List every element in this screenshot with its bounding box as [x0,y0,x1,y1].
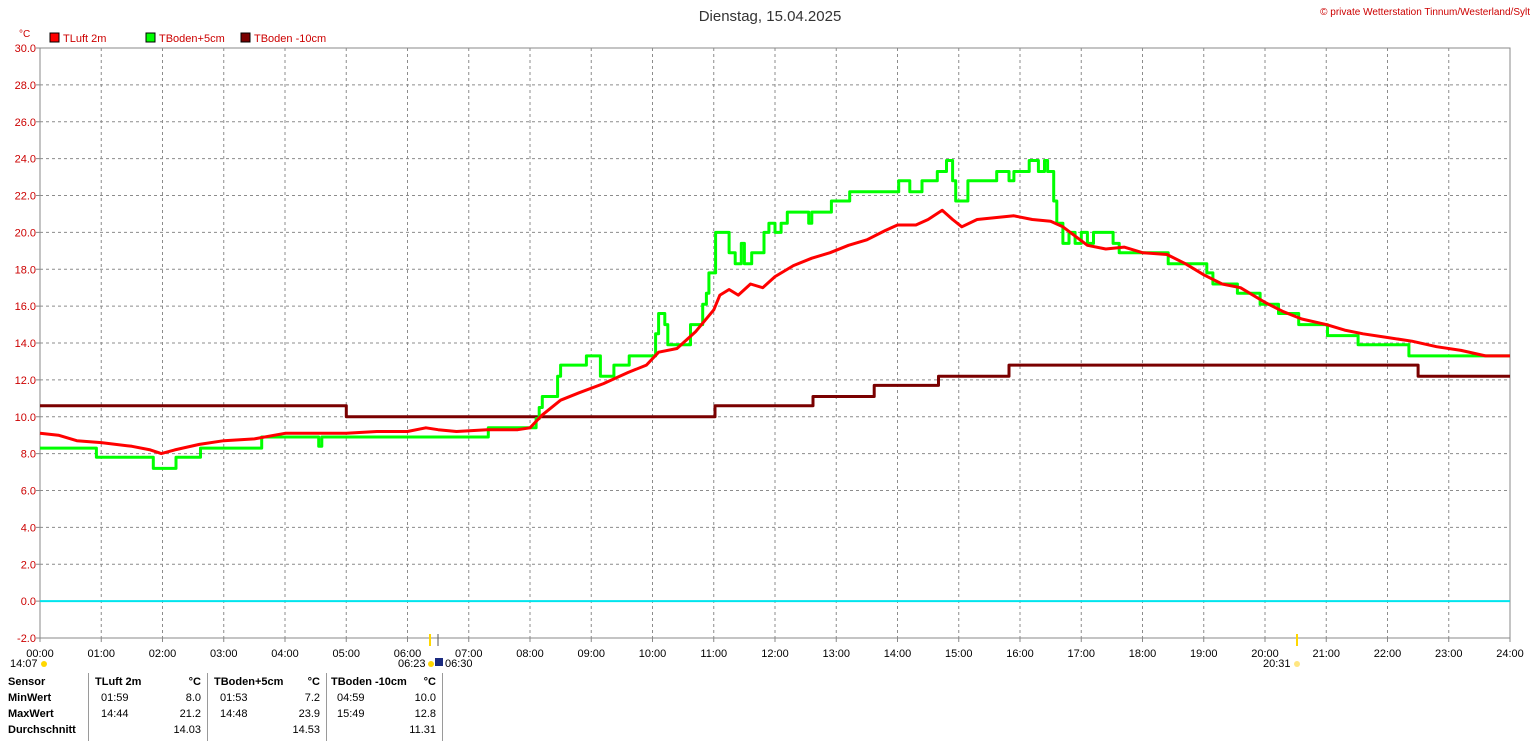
column-unit: °C [423,676,436,688]
column-unit: °C [307,676,320,688]
y-tick-label: 22.0 [15,191,36,203]
stats-table: Sensor MinWert MaxWert Durchschnitt TLuf… [0,673,443,741]
y-tick-label: 24.0 [15,154,36,166]
legend: TLuft 2m TBoden+5cm TBoden -10cm [49,32,326,45]
sensor-header: Sensor [8,676,46,688]
now-time-label: 14:07 [10,658,38,670]
max-value: 23.9 [298,708,320,720]
x-tick-label: 00:00 [26,648,54,660]
x-tick-label: 06:00 [394,648,422,660]
series-line-1 [40,159,1510,470]
legend-label-tluft: TLuft 2m [63,33,106,45]
series-line-0 [39,208,1510,456]
marker-time-label: 06:30 [445,658,473,670]
min-time: 01:53 [220,692,248,704]
avg-value: 14.03 [173,724,201,736]
max-time: 15:49 [337,708,365,720]
chart-title: Dienstag, 15.04.2025 [699,8,842,25]
stats-column-tboden5: TBoden+5cm °C 01:53 7.2 14:48 23.9 14.53 [207,673,326,741]
x-tick-label: 22:00 [1374,648,1402,660]
y-tick-label: 26.0 [15,117,36,129]
series-line-2 [40,363,1510,419]
x-tick-label: 01:00 [87,648,115,660]
y-tick-label: 4.0 [21,522,36,534]
x-tick-label: 14:00 [884,648,912,660]
y-tick-label: 28.0 [15,80,36,92]
x-tick-label: 04:00 [271,648,299,660]
x-tick-label: 20:00 [1251,648,1279,660]
x-tick-label: 07:00 [455,648,483,660]
max-value: 21.2 [179,708,201,720]
x-tick-label: 15:00 [945,648,973,660]
max-time: 14:44 [101,708,129,720]
max-value: 12.8 [414,708,436,720]
x-tick-label: 11:00 [700,648,727,660]
y-tick-label: 2.0 [21,559,36,571]
y-tick-label: 12.0 [15,375,36,387]
legend-swatch-tluft [49,32,60,43]
x-tick-label: 24:00 [1496,648,1524,660]
legend-swatch-tboden5 [145,32,156,43]
column-name: TBoden+5cm [214,676,284,688]
min-value: 8.0 [185,692,201,704]
sunrise-label: 06:23 [398,658,426,670]
legend-label-tboden10: TBoden -10cm [254,33,326,45]
x-tick-label: 19:00 [1190,648,1218,660]
series-lines [39,159,1510,470]
sun-icon [41,661,47,667]
x-tick-label: 17:00 [1067,648,1095,660]
y-unit-label: °C [19,29,30,40]
x-axis: 00:00 01:00 02:00 03:00 04:00 05:00 06:00 07:00… [26,638,1524,660]
y-tick-label: 14.0 [15,338,36,350]
y-tick-label: 18.0 [15,264,36,276]
y-tick-label: 16.0 [15,301,36,313]
avg-value: 11.31 [409,724,436,736]
y-tick-label: 10.0 [15,412,36,424]
temperature-chart: Dienstag, 15.04.2025 © private Wettersta… [10,7,1530,670]
x-tick-label: 05:00 [332,648,360,660]
row-label-min: MinWert [8,692,52,704]
stats-column-tboden10: TBoden -10cm °C 04:59 10.0 15:49 12.8 11… [326,673,443,741]
x-tick-label: 12:00 [761,648,789,660]
pin-icon [435,658,443,666]
min-time: 04:59 [337,692,365,704]
y-tick-label: 0.0 [21,596,36,608]
column-name: TBoden -10cm [331,676,407,688]
x-tick-label: 18:00 [1129,648,1157,660]
column-unit: °C [188,676,201,688]
x-tick-label: 03:00 [210,648,238,660]
min-time: 01:59 [101,692,129,704]
x-tick-label: 23:00 [1435,648,1463,660]
copyright-text: © private Wetterstation Tinnum/Westerlan… [1320,7,1530,18]
min-value: 7.2 [304,692,320,704]
sunset-icon [1294,661,1300,667]
x-tick-label: 16:00 [1006,648,1034,660]
sunset-label: 20:31 [1263,658,1291,670]
x-tick-label: 08:00 [516,648,544,660]
sun-markers: 14:07 06:23 06:30 20:31 [10,634,1300,670]
x-tick-label: 09:00 [577,648,605,660]
x-tick-label: 10:00 [639,648,667,660]
y-tick-label: 6.0 [21,486,36,498]
y-tick-label: 8.0 [21,449,36,461]
legend-label-tboden5: TBoden+5cm [159,33,225,45]
y-axis: 30.0 28.0 26.0 24.0 22.0 20.0 18.0 16.0 14.0 12.0… [15,43,40,645]
y-tick-label: 30.0 [15,43,36,55]
y-tick-label: 20.0 [15,227,36,239]
sunrise-icon [428,661,434,667]
x-tick-label: 02:00 [149,648,177,660]
max-time: 14:48 [220,708,248,720]
stats-column-tluft: TLuft 2m °C 01:59 8.0 14:44 21.2 14.03 [88,673,207,741]
column-name: TLuft 2m [95,676,142,688]
min-value: 10.0 [414,692,436,704]
x-tick-label: 21:00 [1312,648,1340,660]
stats-label-column: Sensor MinWert MaxWert Durchschnitt [0,673,88,741]
avg-value: 14.53 [292,724,320,736]
row-label-avg: Durchschnitt [8,724,76,736]
y-tick-label: -2.0 [17,633,36,645]
legend-swatch-tboden10 [240,32,251,43]
row-label-max: MaxWert [8,708,54,720]
x-tick-label: 13:00 [822,648,850,660]
